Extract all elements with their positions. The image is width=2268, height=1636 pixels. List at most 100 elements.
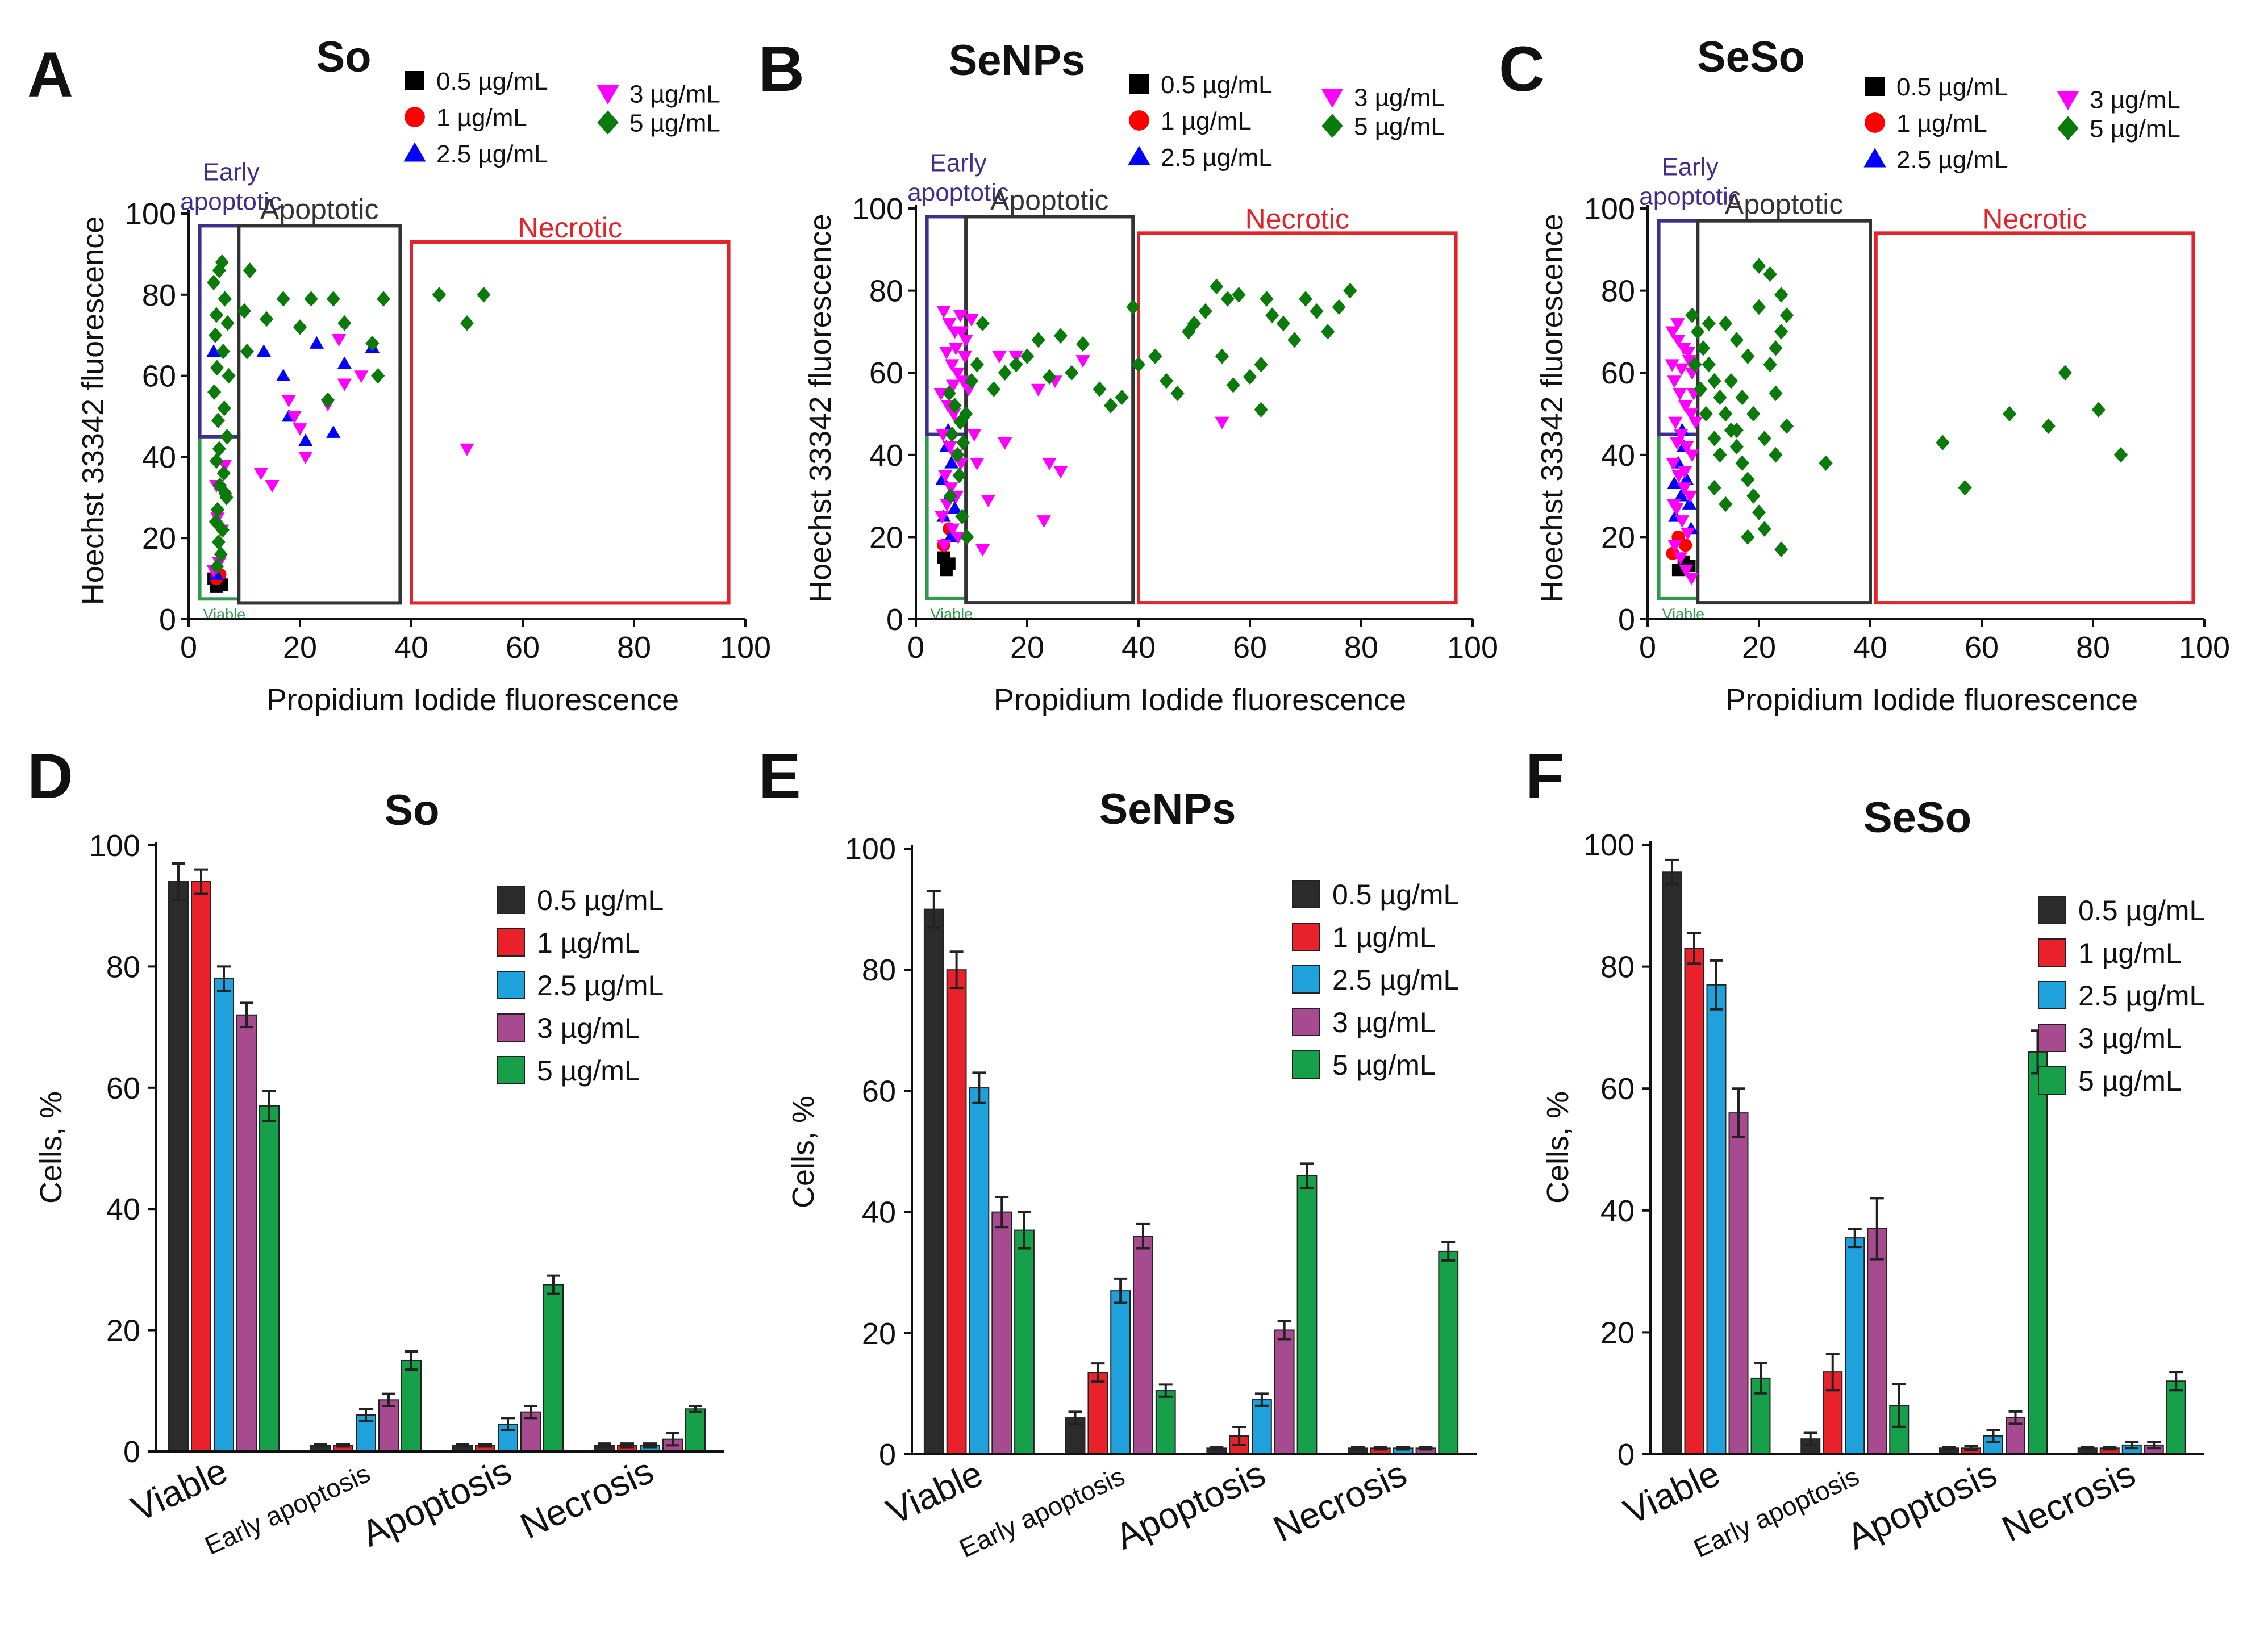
apoptotic-gate-label: Apoptotic (990, 184, 1108, 216)
data-point-4 (1735, 455, 1749, 471)
data-point-4 (1065, 365, 1079, 381)
y-tick-label: 20 (869, 520, 903, 554)
data-point-3 (967, 429, 982, 442)
data-point-3 (945, 523, 960, 536)
data-point-3 (1674, 363, 1689, 376)
data-point-4 (1287, 332, 1302, 348)
data-point-4 (1243, 369, 1257, 385)
legend-swatch-0 (2038, 896, 2066, 924)
data-point-3 (992, 350, 1007, 364)
y-tick-label: 20 (142, 521, 176, 556)
data-point-3 (970, 457, 985, 470)
y-tick-label: 100 (89, 829, 140, 863)
data-point-4 (477, 287, 491, 303)
data-point-2 (256, 344, 271, 357)
data-point-4 (955, 508, 969, 524)
y-tick-label: 60 (1601, 356, 1635, 390)
data-point-4 (293, 319, 307, 335)
y-tick-label: 60 (1600, 1072, 1635, 1106)
data-point-4 (1779, 307, 1794, 323)
data-point-3 (1683, 408, 1699, 421)
necrotic-gate (1874, 231, 2195, 605)
bar-4 (543, 1284, 564, 1452)
data-point-3 (1667, 375, 1682, 389)
legend-marker-2 (403, 142, 426, 162)
x-tick-label: 60 (1233, 631, 1267, 665)
data-point-2 (1667, 476, 1682, 489)
data-point-3 (936, 429, 950, 442)
panel-letter: E (758, 741, 801, 812)
legend-marker-2 (1863, 148, 1886, 168)
x-axis-label: Propidium Iodide fluorescence (266, 683, 679, 717)
bar-1 (191, 881, 211, 1452)
y-tick-label: 60 (869, 356, 903, 390)
data-point-2 (943, 529, 958, 542)
data-point-3 (1666, 457, 1681, 470)
data-point-4 (207, 384, 222, 400)
y-tick-label: 0 (159, 603, 176, 637)
y-tick-label: 80 (1601, 274, 1635, 308)
legend-label: 0.5 µg/mL (1161, 71, 1273, 99)
data-point-4 (1707, 373, 1721, 389)
data-point-4 (326, 291, 340, 307)
data-point-2 (1674, 489, 1689, 502)
legend-marker-0 (1129, 74, 1149, 94)
legend-marker-4 (1321, 114, 1343, 138)
data-point-4 (222, 368, 236, 384)
data-point-3 (1673, 552, 1688, 565)
data-point-4 (220, 428, 234, 445)
bar-3 (1133, 1236, 1153, 1455)
data-point-2 (206, 344, 221, 357)
data-point-4 (1779, 418, 1794, 434)
data-point-4 (365, 335, 380, 352)
data-point-2 (309, 336, 324, 349)
legend-label: 1 µg/mL (1161, 107, 1252, 135)
data-point-4 (320, 392, 335, 408)
data-point-2 (944, 456, 959, 469)
legend-label: 3 µg/mL (2078, 1022, 2182, 1054)
data-point-4 (220, 315, 235, 331)
bar-4 (2028, 1051, 2048, 1455)
data-point-3 (935, 511, 949, 524)
data-point-4 (212, 262, 226, 278)
y-axis-label: Cells, % (786, 1096, 820, 1208)
data-point-3 (975, 544, 990, 557)
data-point-3 (998, 437, 1012, 450)
data-point-3 (1668, 416, 1683, 429)
data-point-4 (1691, 324, 1705, 340)
data-point-4 (952, 468, 966, 483)
necrotic-gate-label: Necrotic (1982, 203, 2086, 235)
y-tick-label: 20 (106, 1314, 140, 1348)
data-point-4 (1265, 307, 1279, 323)
data-point-3 (936, 306, 951, 319)
data-point-4 (1719, 406, 1733, 422)
data-point-4 (956, 435, 970, 450)
data-point-3 (1680, 527, 1695, 540)
data-point-3 (1667, 540, 1682, 553)
bar-4 (1438, 1250, 1459, 1455)
y-tick-label: 100 (1583, 828, 1635, 862)
data-point-4 (1746, 488, 1761, 504)
legend-marker-3 (597, 85, 619, 105)
legend-marker-2 (1128, 145, 1150, 165)
data-point-4 (1685, 307, 1699, 323)
bar-0 (1662, 871, 1682, 1455)
data-point-4 (2058, 365, 2073, 381)
data-point-4 (1741, 471, 1755, 487)
legend-label: 5 µg/mL (2090, 115, 2181, 143)
x-tick-label: 20 (1742, 631, 1776, 665)
legend-swatch-2 (2038, 981, 2066, 1009)
y-tick-label: 100 (852, 192, 903, 226)
legend-label: 2.5 µg/mL (537, 970, 664, 1001)
data-point-4 (217, 400, 231, 416)
data-point-4 (1276, 315, 1290, 332)
y-tick-label: 40 (106, 1192, 140, 1226)
data-point-4 (1115, 389, 1129, 406)
legend-label: 5 µg/mL (2078, 1065, 2182, 1097)
data-point-4 (240, 344, 254, 360)
data-point-3 (944, 482, 958, 495)
data-point-4 (1958, 479, 1972, 496)
category-label: Apoptosis (1841, 1453, 2003, 1557)
data-point-2 (326, 425, 341, 438)
